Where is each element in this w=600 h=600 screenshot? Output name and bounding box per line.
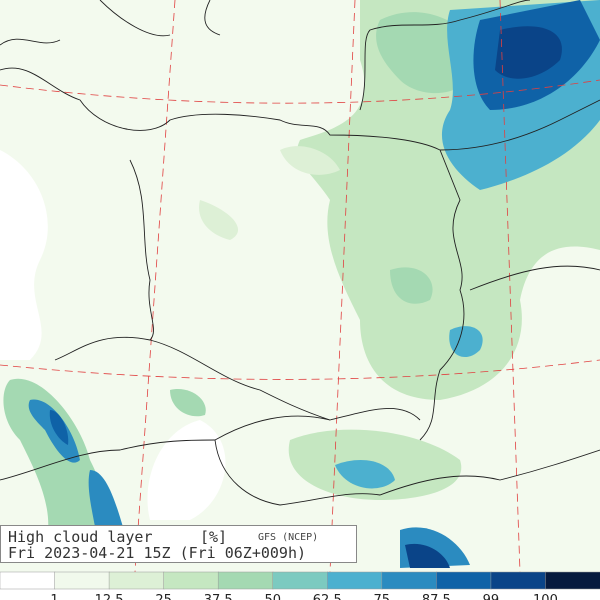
colorbar-label: 37.5 <box>204 593 233 600</box>
cloud-field <box>0 0 600 568</box>
colorbar: 1 12.5 25 37.5 50 62.5 75 87.5 99 100 <box>0 571 600 600</box>
colorbar-swatch <box>436 571 492 590</box>
colorbar-label: 100 <box>533 593 558 600</box>
colorbar-swatch <box>0 571 56 590</box>
colorbar-swatch <box>54 571 110 590</box>
colorbar-label: 87.5 <box>422 593 451 600</box>
valid-time: Fri 2023-04-21 15Z (Fri 06Z+009h) <box>8 544 306 562</box>
title-box: High cloud layer [%] GFS (NCEP) Fri 2023… <box>0 525 357 563</box>
colorbar-swatch <box>217 571 274 590</box>
colorbar-swatch <box>272 571 329 590</box>
colorbar-label: 50 <box>264 593 281 600</box>
model: GFS (NCEP) <box>258 532 318 543</box>
colorbar-swatch <box>545 571 600 590</box>
colorbar-label: 25 <box>155 593 172 600</box>
colorbar-swatch <box>381 571 438 590</box>
borders <box>0 0 600 506</box>
variable: High cloud layer <box>8 528 153 546</box>
colorbar-swatch <box>108 571 165 590</box>
unit: [%] <box>200 528 227 546</box>
colorbar-swatch <box>490 571 547 590</box>
colorbar-swatch <box>163 571 219 590</box>
colorbar-label: 1 <box>50 593 58 600</box>
colorbar-label: 75 <box>374 593 391 600</box>
title-frame <box>0 525 357 563</box>
colorbar-swatch <box>327 571 383 590</box>
grid-lines <box>0 0 600 573</box>
colorbar-label: 12.5 <box>95 593 124 600</box>
colorbar-label: 99 <box>483 593 500 600</box>
colorbar-label: 62.5 <box>313 593 342 600</box>
